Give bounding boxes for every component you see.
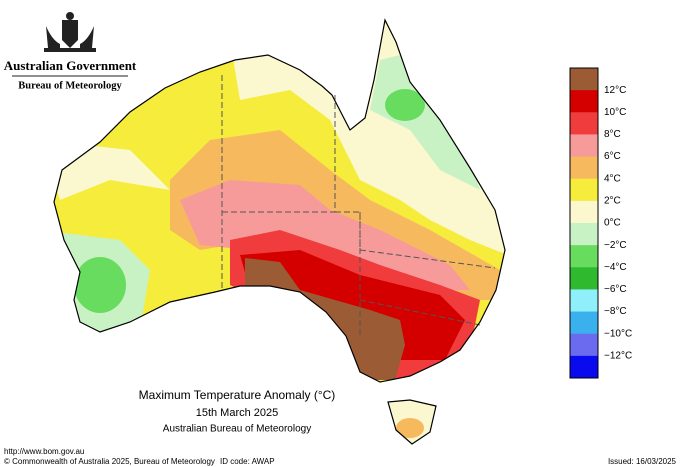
legend: 12°C 10°C 8°C 6°C 4°C 2°C 0°C −2°C −4°C −6°C −8°C −…: [569, 67, 632, 379]
legend-label: 12°C: [604, 85, 626, 96]
legend-swatch: [570, 245, 598, 268]
government: Australian Government: [4, 58, 137, 73]
legend-swatch: [570, 223, 598, 246]
legend-label: 0°C: [604, 218, 621, 229]
legend-label: −12°C: [604, 350, 632, 361]
legend-label: −4°C: [604, 262, 627, 273]
copyright: © Commonwealth of Australia 2025, Bureau…: [4, 457, 215, 466]
legend-swatch: [570, 112, 598, 135]
legend-label: 2°C: [604, 195, 621, 206]
legend-swatch: [570, 333, 598, 357]
legend-swatch: [570, 267, 598, 290]
coastline: [53, 18, 506, 445]
legend-swatch: [570, 200, 598, 224]
legend-label: 6°C: [604, 151, 621, 162]
legend-frame: [569, 67, 599, 379]
map-source: Australian Bureau of Meteorology: [163, 424, 311, 435]
legend-swatch: [570, 68, 598, 91]
legend-swatch: [570, 289, 598, 313]
legend-swatch: [570, 178, 598, 202]
legend-label: 8°C: [604, 129, 621, 140]
url[interactable]: http://www.bom.gov.au: [4, 447, 84, 456]
legend-label: 10°C: [604, 107, 626, 118]
legend-swatch: [570, 355, 598, 379]
agency: Bureau of Meteorology: [18, 80, 122, 91]
legend-label: −10°C: [604, 328, 632, 339]
map-date: 15th March 2025: [196, 407, 279, 419]
map-title: Maximum Temperature Anomaly (°C): [139, 388, 336, 402]
legend-swatch: [570, 134, 598, 158]
legend-swatch: [570, 90, 598, 113]
coat-of-arms: [44, 12, 96, 52]
legend-swatch: [570, 156, 598, 180]
legend-swatch: [570, 311, 598, 335]
legend-label: −8°C: [604, 306, 627, 317]
id-code: ID code: AWAP: [220, 457, 275, 466]
legend-label: 4°C: [604, 173, 621, 184]
issued: Issued: 16/03/2025: [608, 457, 677, 466]
legend-label: −6°C: [604, 284, 627, 295]
legend-label: −2°C: [604, 240, 627, 251]
state-borders: [221, 75, 496, 336]
